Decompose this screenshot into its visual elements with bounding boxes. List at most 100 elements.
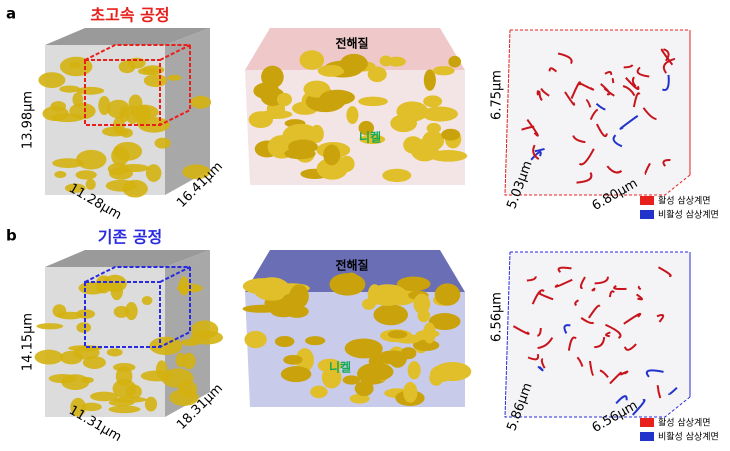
nickel-blob [253, 277, 290, 301]
nickel-blob [102, 126, 129, 137]
tpb-curve [656, 314, 665, 323]
tpb-curve [530, 151, 542, 161]
nickel-blob [274, 336, 295, 348]
nickel-blob [310, 124, 324, 143]
tpb-curve [578, 148, 595, 166]
nickel-blob [280, 366, 312, 383]
nickel-blob [81, 402, 102, 412]
tpb-curve [580, 317, 595, 325]
tpb-curve [576, 356, 584, 367]
panel-title: 초고속 공정 [90, 6, 169, 25]
wireframe [504, 29, 691, 196]
tpb-curve [599, 369, 609, 378]
nickel-blob [75, 149, 107, 170]
legend-label: 비활성 삼상계면 [658, 209, 719, 221]
wireframe [504, 251, 691, 418]
nickel-blob [295, 348, 314, 372]
nickel-blob [358, 96, 388, 107]
nickel-blob [118, 60, 136, 74]
tpb-curve [632, 398, 646, 416]
tpb-curve [512, 325, 530, 335]
tpb-curve [657, 266, 672, 277]
tpb-curve [622, 85, 636, 97]
nickel-blob [126, 105, 139, 125]
nickel-blob [379, 55, 393, 67]
nickel-blob [106, 348, 123, 357]
nickel-blob [125, 301, 138, 321]
nickel-blob [85, 178, 96, 190]
height-label: 14.15μm [21, 313, 36, 371]
tpb-curve [662, 159, 671, 167]
tpb-curve [588, 360, 595, 377]
nickel-blob [108, 399, 135, 407]
nickel-blob [52, 158, 84, 168]
tpb-curve [619, 114, 639, 130]
tpb-curve [579, 276, 586, 290]
tpb-curve [663, 48, 670, 62]
nickel-blob [190, 95, 212, 109]
nickel-blob [280, 293, 301, 317]
tpb-curve [636, 293, 644, 301]
nickel-blob [382, 168, 412, 183]
tpb-curve [662, 57, 676, 74]
nickel-blob [288, 139, 318, 154]
tpb-curve [595, 103, 606, 111]
nickel-blob [54, 171, 67, 179]
subcube-outline [84, 266, 191, 348]
nickel-blob [299, 50, 325, 70]
nickel-blob [422, 130, 445, 151]
nickel-blob [433, 361, 472, 382]
nickel-blob [70, 397, 86, 417]
nickel-blob [125, 384, 142, 399]
tpb-curve [532, 144, 540, 160]
nickel-blob [428, 313, 461, 331]
nickel-blob [413, 293, 431, 315]
nickel-blob [323, 144, 341, 166]
height-label: 13.98μm [21, 91, 36, 149]
nickel-blob [169, 389, 199, 406]
nickel-blob [310, 385, 328, 399]
nickel-blob [423, 69, 436, 91]
legend-label: 활성 삼상계면 [658, 417, 711, 429]
cube-top [45, 250, 210, 267]
nickel-blob [317, 358, 342, 373]
nickel-blob [138, 67, 158, 75]
tpb-curve [588, 304, 601, 319]
nickel-blob [320, 89, 355, 106]
nickel-blob [359, 134, 386, 145]
nickel-blob [267, 66, 280, 87]
tpb-curve [585, 98, 592, 108]
tpb-curve [594, 336, 606, 349]
tpb-curve [589, 108, 599, 121]
nickel-blob [358, 120, 375, 136]
nickel-blob [376, 350, 408, 365]
nickel-blob [387, 330, 408, 339]
nickel-blob [349, 393, 370, 404]
tpb-curve [557, 52, 573, 65]
nickel-blob [407, 361, 421, 380]
tpb-curve [527, 353, 540, 361]
tpb-curve [600, 83, 611, 96]
tpb-curve [595, 123, 608, 138]
nickel-blob [412, 339, 440, 351]
nickel-blob [90, 391, 118, 402]
tpb-curve [536, 90, 541, 96]
nickel-blob [373, 304, 409, 326]
nickel-blob [68, 345, 102, 352]
nickel-blob [149, 336, 183, 356]
nickel-blob [167, 74, 182, 81]
tpb-curve [605, 323, 622, 339]
nickel-blob [367, 66, 387, 83]
tpb-curve [574, 299, 579, 307]
nickel-blob [317, 64, 345, 77]
nickel-blob [340, 53, 368, 74]
nickel-blob [178, 276, 190, 296]
nickel-blob [368, 284, 408, 306]
panel-title: 기존 공정 [98, 228, 162, 247]
nickel-label: 니켈 [359, 130, 381, 145]
tpb-curve [660, 48, 674, 66]
nickel-blob [108, 405, 141, 414]
tpb-curve [608, 290, 615, 298]
tpb-curve [537, 291, 554, 301]
nickel-blob [248, 111, 273, 129]
